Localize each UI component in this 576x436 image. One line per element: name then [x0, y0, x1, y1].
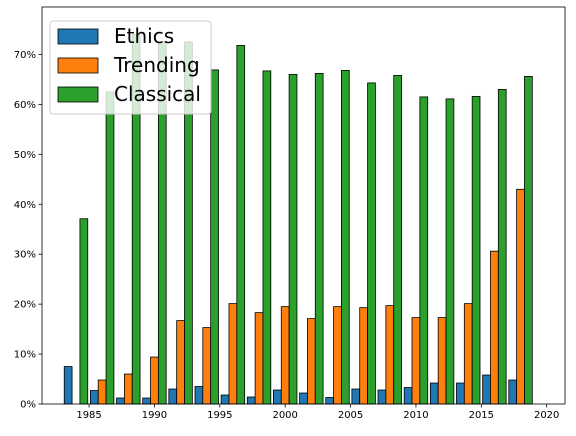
- y-tick-label-40: 40%: [14, 200, 36, 211]
- bar-classical-1984: [79, 218, 89, 405]
- y-tick-label-50: 50%: [14, 150, 36, 161]
- y-axis: 0% 10% 20% 30% 40% 50% 60% 70%: [14, 50, 42, 411]
- y-tick-label-60: 60%: [14, 100, 36, 111]
- bar-classical-2008: [393, 75, 402, 405]
- bar-trending-2000: [280, 306, 290, 405]
- bar-trending-1994: [202, 327, 212, 405]
- bar-classical-2018: [524, 76, 533, 405]
- bar-trending-1998: [254, 312, 264, 405]
- x-axis: 1985 1990 1995 2000 2005 2010 2015 2020: [76, 404, 559, 421]
- x-tick-label-1985: 1985: [76, 410, 101, 421]
- bar-ethics-1998: [246, 396, 256, 405]
- bar-classical-2000: [288, 74, 298, 405]
- bar-ethics-2010: [403, 387, 413, 405]
- bar-trending-2014: [463, 303, 473, 405]
- bar-trending-1986: [97, 379, 107, 405]
- x-tick-label-1990: 1990: [142, 410, 167, 421]
- bar-trending-2016: [490, 250, 499, 405]
- bar-trending-1988: [123, 373, 133, 405]
- bar-trending-2008: [385, 305, 395, 405]
- y-tick-label-10: 10%: [14, 350, 36, 361]
- y-tick-label-20: 20%: [14, 300, 36, 311]
- bar-trending-2006: [359, 307, 368, 405]
- x-tick-label-2015: 2015: [469, 410, 494, 421]
- bar-ethics-2008: [377, 389, 387, 405]
- y-tick-label-30: 30%: [14, 250, 36, 261]
- bar-classical-2002: [314, 73, 324, 405]
- bar-ethics-1986: [89, 390, 99, 405]
- plot-area-frame: [41, 6, 566, 405]
- bar-classical-1994: [210, 69, 219, 405]
- bar-ethics-2012: [429, 382, 439, 405]
- bar-ethics-1988: [116, 397, 125, 405]
- bar-ethics-2014: [456, 382, 465, 405]
- bar-trending-2002: [307, 318, 316, 405]
- legend-swatch-classical: [57, 86, 99, 103]
- bar-trending-1992: [176, 320, 185, 405]
- bar-ethics-2018: [508, 379, 518, 405]
- bar-classical-2004: [341, 70, 350, 405]
- bar-ethics-1994: [194, 386, 204, 405]
- bar-ethics-1992: [168, 388, 178, 405]
- x-tick-label-2005: 2005: [338, 410, 363, 421]
- bar-classical-2006: [367, 82, 376, 405]
- x-tick-label-2000: 2000: [272, 410, 297, 421]
- x-tick-label-2020: 2020: [534, 410, 559, 421]
- y-tick-label-0: 0%: [20, 400, 36, 411]
- legend[interactable]: Ethics Trending Classical: [49, 20, 212, 115]
- y-tick-label-70: 70%: [14, 50, 36, 61]
- legend-label-classical[interactable]: Classical: [114, 82, 201, 106]
- bar-trending-2018: [516, 188, 525, 405]
- bar-ethics-2016: [482, 374, 491, 405]
- bar-ethics-1990: [142, 397, 151, 405]
- bar-ethics-1984: [63, 366, 73, 405]
- bar-ethics-2000: [273, 389, 282, 405]
- bar-classical-2014: [471, 95, 481, 405]
- bar-classical-1996: [236, 45, 246, 405]
- bar-classical-1986: [105, 91, 115, 405]
- bar-ethics-2002: [299, 392, 308, 405]
- bar-classical-2016: [497, 89, 507, 405]
- bar-trending-1990: [150, 356, 159, 405]
- bar-trending-2010: [411, 317, 421, 405]
- bar-classical-2010: [419, 96, 429, 405]
- legend-label-ethics[interactable]: Ethics: [114, 24, 174, 48]
- bar-trending-1996: [228, 303, 238, 405]
- bar-trending-2004: [333, 306, 342, 405]
- bar-trending-2012: [437, 317, 447, 405]
- x-tick-label-1995: 1995: [207, 410, 232, 421]
- legend-label-trending[interactable]: Trending: [113, 53, 200, 77]
- x-tick-label-2010: 2010: [403, 410, 428, 421]
- bar-classical-1998: [262, 70, 272, 405]
- bar-ethics-2006: [351, 388, 361, 405]
- legend-swatch-ethics: [57, 28, 99, 45]
- bars-layer: [63, 34, 533, 405]
- legend-swatch-trending: [57, 57, 99, 74]
- bar-ethics-1996: [220, 394, 230, 405]
- bar-ethics-2004: [325, 397, 334, 405]
- bar-classical-2012: [445, 98, 455, 405]
